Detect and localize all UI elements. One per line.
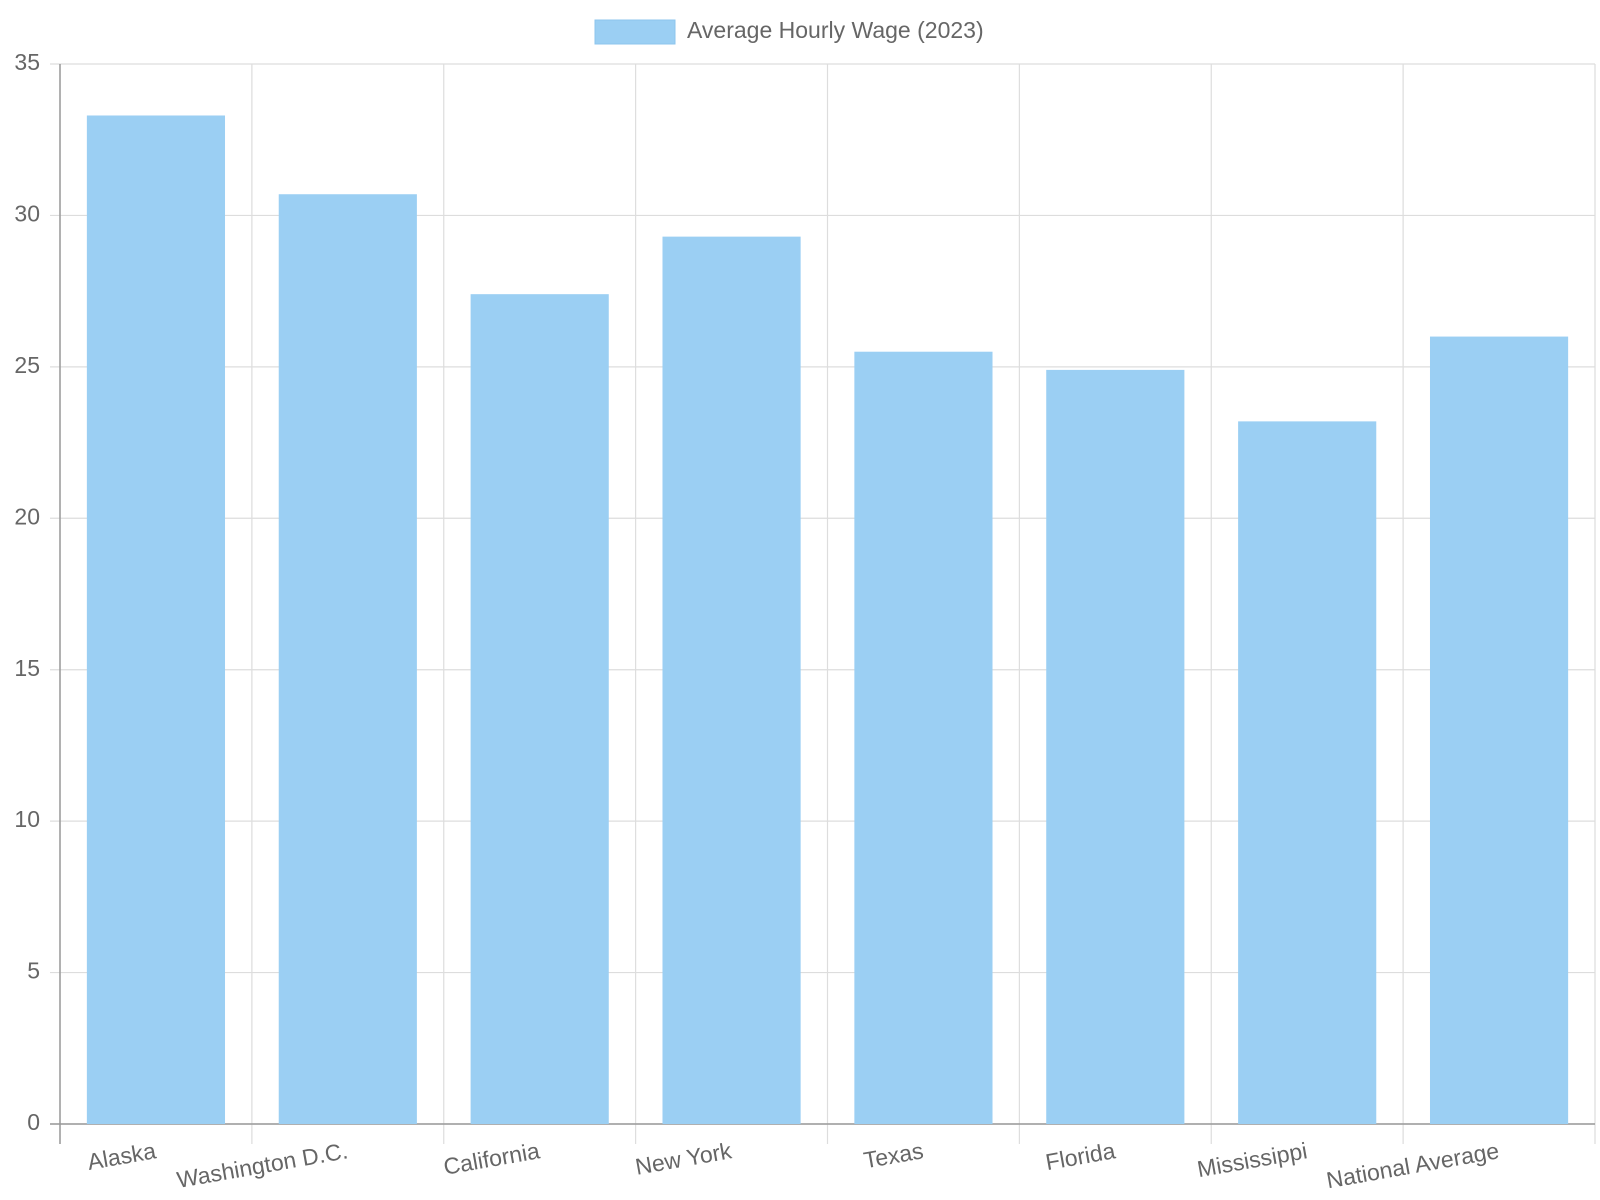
y-tick-label: 15 [14, 655, 40, 681]
y-tick-label: 25 [14, 352, 40, 378]
x-tick-label: National Average [1324, 1137, 1501, 1193]
bar [662, 236, 801, 1125]
y-tick-label: 10 [14, 806, 40, 832]
y-tick-label: 35 [14, 49, 40, 75]
y-tick-label: 20 [14, 503, 40, 529]
bar [854, 351, 993, 1124]
x-tick-label: Alaska [85, 1137, 158, 1175]
bar [278, 194, 417, 1124]
y-tick-label: 5 [27, 958, 40, 984]
bar [1429, 336, 1569, 1125]
bar [1238, 421, 1377, 1124]
bar [1046, 369, 1185, 1124]
x-tick-label: California [441, 1137, 541, 1180]
bar [86, 115, 226, 1124]
y-tick-label: 30 [14, 201, 40, 227]
x-tick-label: Texas [862, 1137, 926, 1173]
x-tick-label: Washington D.C. [175, 1137, 350, 1193]
legend-swatch [594, 19, 676, 45]
x-tick-label: New York [633, 1137, 734, 1180]
bar [470, 294, 609, 1125]
x-tick-label: Florida [1043, 1137, 1117, 1175]
x-tick-label: Mississippi [1195, 1137, 1309, 1182]
y-tick-label: 0 [27, 1109, 40, 1135]
legend-label: Average Hourly Wage (2023) [687, 17, 984, 43]
